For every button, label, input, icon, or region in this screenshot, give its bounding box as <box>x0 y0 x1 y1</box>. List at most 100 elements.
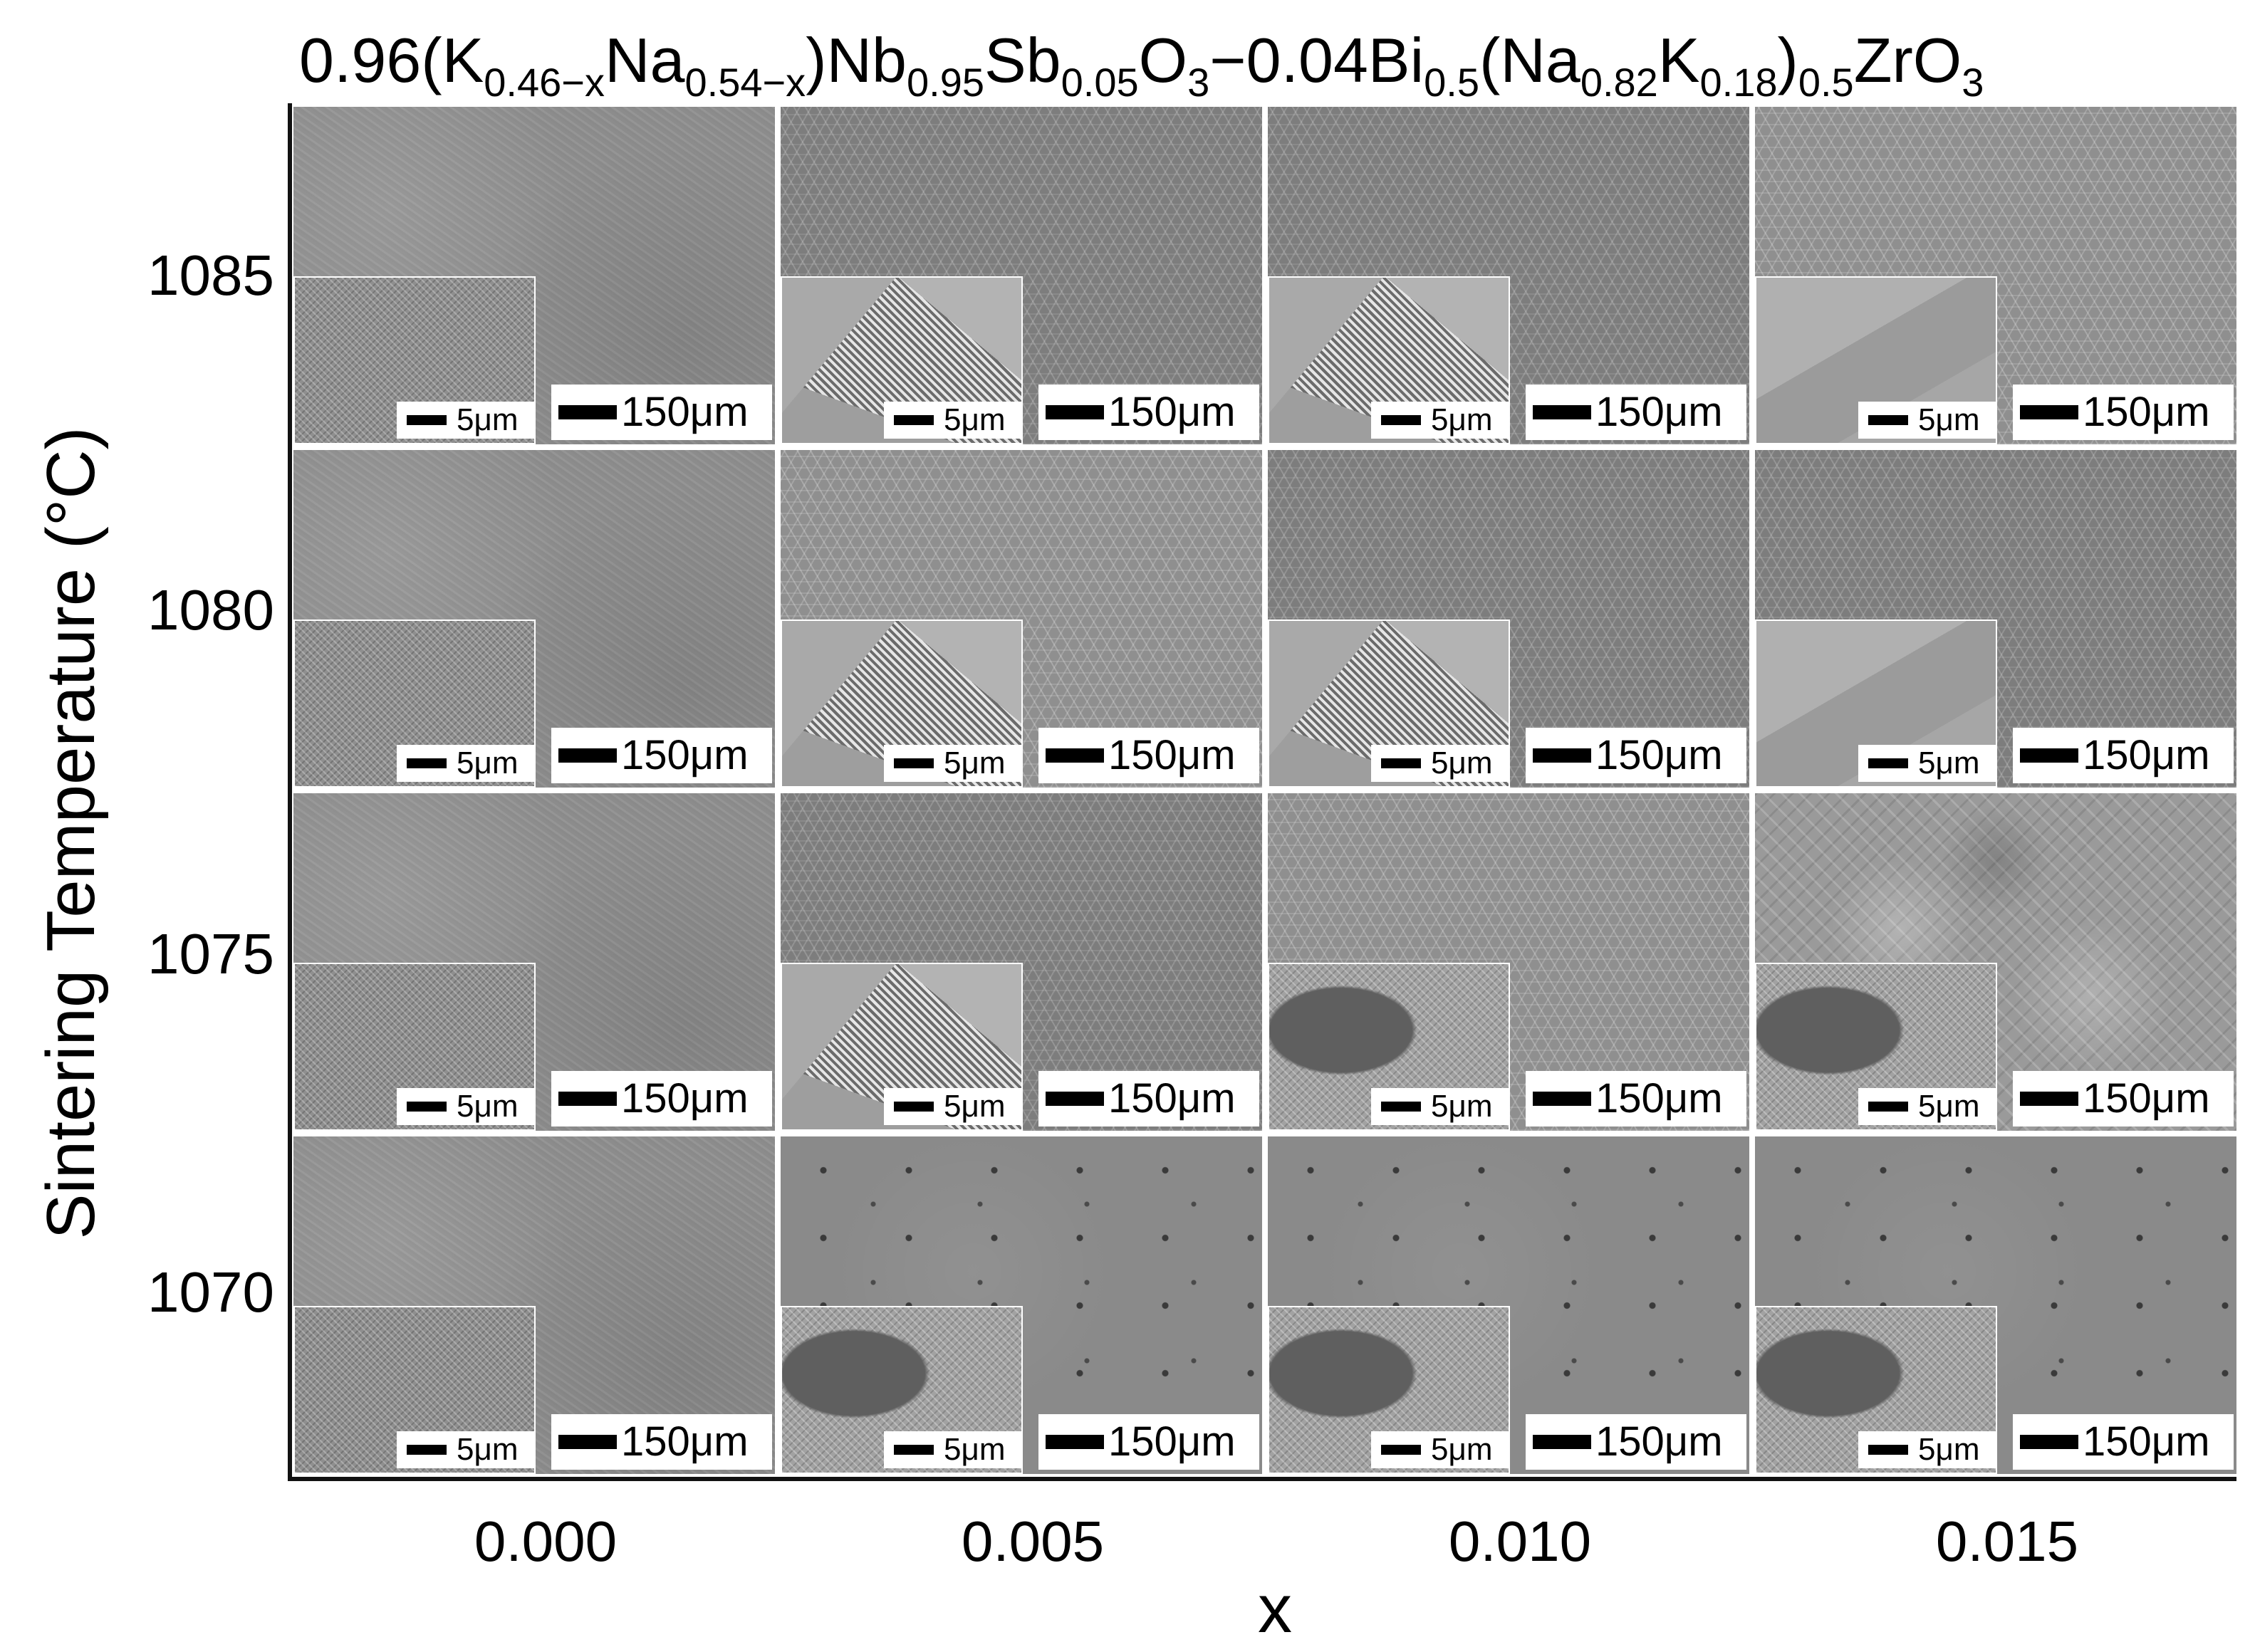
inset-scale-bar: 5μm <box>884 402 1023 439</box>
main-scale-label: 150μm <box>1108 389 1236 435</box>
inset-scale-bar: 5μm <box>1858 1431 1997 1468</box>
sem-panel-1085-0.005: 5μm 150μm <box>781 107 1262 444</box>
x-tick-0.005: 0.005 <box>961 1510 1105 1573</box>
main-scale-bar: 150μm <box>551 1414 772 1470</box>
x-axis-label: x <box>1258 1571 1292 1647</box>
scale-bar-line <box>2020 748 2078 763</box>
inset-image: 5μm <box>1755 276 1997 444</box>
inset-image: 5μm <box>781 1306 1023 1474</box>
title-subscript: 3 <box>1187 60 1210 105</box>
x-tick-0.015: 0.015 <box>1935 1510 2079 1573</box>
scale-bar-line <box>407 1102 447 1112</box>
scale-bar-line <box>894 758 934 768</box>
main-scale-label: 150μm <box>1108 1418 1236 1465</box>
scale-bar-line <box>1381 1445 1421 1455</box>
inset-image: 5μm <box>781 620 1023 788</box>
sem-panel-1070-0.000: 5μm 150μm <box>293 1136 775 1474</box>
title-segment: ) <box>1777 25 1798 95</box>
inset-image: 5μm <box>1755 620 1997 788</box>
title-subscript: 3 <box>1962 60 1984 105</box>
main-scale-label: 150μm <box>2083 1075 2210 1122</box>
main-scale-bar: 150μm <box>1038 385 1259 440</box>
title-segment: )Nb <box>806 25 907 95</box>
main-scale-bar: 150μm <box>1526 728 1746 783</box>
sem-panel-1070-0.015: 5μm 150μm <box>1755 1136 2236 1474</box>
y-tick-1070: 1070 <box>147 1260 274 1324</box>
inset-scale-label: 5μm <box>1918 1089 1980 1124</box>
inset-scale-bar: 5μm <box>1858 1088 1997 1125</box>
scale-bar-line <box>407 1445 447 1455</box>
inset-scale-label: 5μm <box>457 402 519 437</box>
main-scale-bar: 150μm <box>551 728 772 783</box>
title-segment: Na <box>604 25 685 95</box>
main-scale-bar: 150μm <box>1038 1414 1259 1470</box>
y-tick-1080: 1080 <box>147 578 274 642</box>
title-subscript: 0.82 <box>1580 60 1658 105</box>
sem-panel-1075-0.010: 5μm 150μm <box>1268 793 1749 1131</box>
main-scale-bar: 150μm <box>1038 1071 1259 1126</box>
main-scale-bar: 150μm <box>2013 1071 2234 1126</box>
inset-image: 5μm <box>781 963 1023 1131</box>
sem-panel-1080-0.015: 5μm 150μm <box>1755 450 2236 788</box>
scale-bar-line <box>2020 405 2078 419</box>
inset-scale-label: 5μm <box>944 1432 1006 1467</box>
title-segment: (Na <box>1479 25 1580 95</box>
inset-image: 5μm <box>1268 276 1510 444</box>
inset-scale-label: 5μm <box>1431 402 1493 437</box>
inset-scale-label: 5μm <box>1431 1432 1493 1467</box>
inset-scale-bar: 5μm <box>1371 1088 1510 1125</box>
scale-bar-line <box>2020 1435 2078 1449</box>
scale-bar-line <box>894 1445 934 1455</box>
inset-scale-label: 5μm <box>1431 746 1493 780</box>
y-tick-1075: 1075 <box>147 922 274 986</box>
title-segment: −0.04Bi <box>1209 25 1425 95</box>
y-axis-line <box>288 103 292 1481</box>
main-scale-label: 150μm <box>1108 732 1236 778</box>
main-scale-label: 150μm <box>1595 389 1723 435</box>
inset-scale-bar: 5μm <box>397 1088 536 1125</box>
inset-scale-bar: 5μm <box>884 1431 1023 1468</box>
scale-bar-line <box>558 405 617 419</box>
sem-panel-1080-0.010: 5μm 150μm <box>1268 450 1749 788</box>
scale-bar-line <box>1533 1435 1591 1449</box>
title-subscript: 0.5 <box>1424 60 1480 105</box>
main-scale-bar: 150μm <box>551 385 772 440</box>
scale-bar-line <box>1868 1102 1908 1112</box>
inset-scale-label: 5μm <box>457 746 519 780</box>
inset-scale-label: 5μm <box>1431 1089 1493 1124</box>
main-scale-label: 150μm <box>2083 1418 2210 1465</box>
sem-panel-1085-0.015: 5μm 150μm <box>1755 107 2236 444</box>
main-scale-bar: 150μm <box>1526 1071 1746 1126</box>
scale-bar-line <box>558 1435 617 1449</box>
scale-bar-line <box>1533 405 1591 419</box>
inset-scale-label: 5μm <box>1918 402 1980 437</box>
title-subscript: 0.95 <box>906 60 984 105</box>
inset-image: 5μm <box>1268 963 1510 1131</box>
main-scale-label: 150μm <box>621 389 749 435</box>
inset-scale-label: 5μm <box>457 1432 519 1467</box>
inset-scale-bar: 5μm <box>884 745 1023 782</box>
main-scale-label: 150μm <box>1595 1075 1723 1122</box>
main-scale-bar: 150μm <box>2013 728 2234 783</box>
main-scale-bar: 150μm <box>2013 1414 2234 1470</box>
inset-image: 5μm <box>781 276 1023 444</box>
main-scale-label: 150μm <box>1108 1075 1236 1122</box>
inset-scale-label: 5μm <box>944 402 1006 437</box>
sem-panel-1080-0.005: 5μm 150μm <box>781 450 1262 788</box>
inset-image: 5μm <box>1268 1306 1510 1474</box>
scale-bar-line <box>1868 1445 1908 1455</box>
scale-bar-line <box>1533 748 1591 763</box>
sem-panel-1080-0.000: 5μm 150μm <box>293 450 775 788</box>
x-axis-line <box>288 1477 2236 1481</box>
sem-panel-1075-0.005: 5μm 150μm <box>781 793 1262 1131</box>
x-tick-0.010: 0.010 <box>1448 1510 1592 1573</box>
scale-bar-line <box>1381 758 1421 768</box>
inset-scale-bar: 5μm <box>1858 402 1997 439</box>
sem-panel-1075-0.000: 5μm 150μm <box>293 793 775 1131</box>
main-scale-label: 150μm <box>621 1418 749 1465</box>
sem-panel-1085-0.010: 5μm 150μm <box>1268 107 1749 444</box>
inset-scale-bar: 5μm <box>1371 1431 1510 1468</box>
inset-scale-bar: 5μm <box>1371 745 1510 782</box>
title-subscript: 0.18 <box>1699 60 1778 105</box>
scale-bar-line <box>1046 1092 1104 1106</box>
